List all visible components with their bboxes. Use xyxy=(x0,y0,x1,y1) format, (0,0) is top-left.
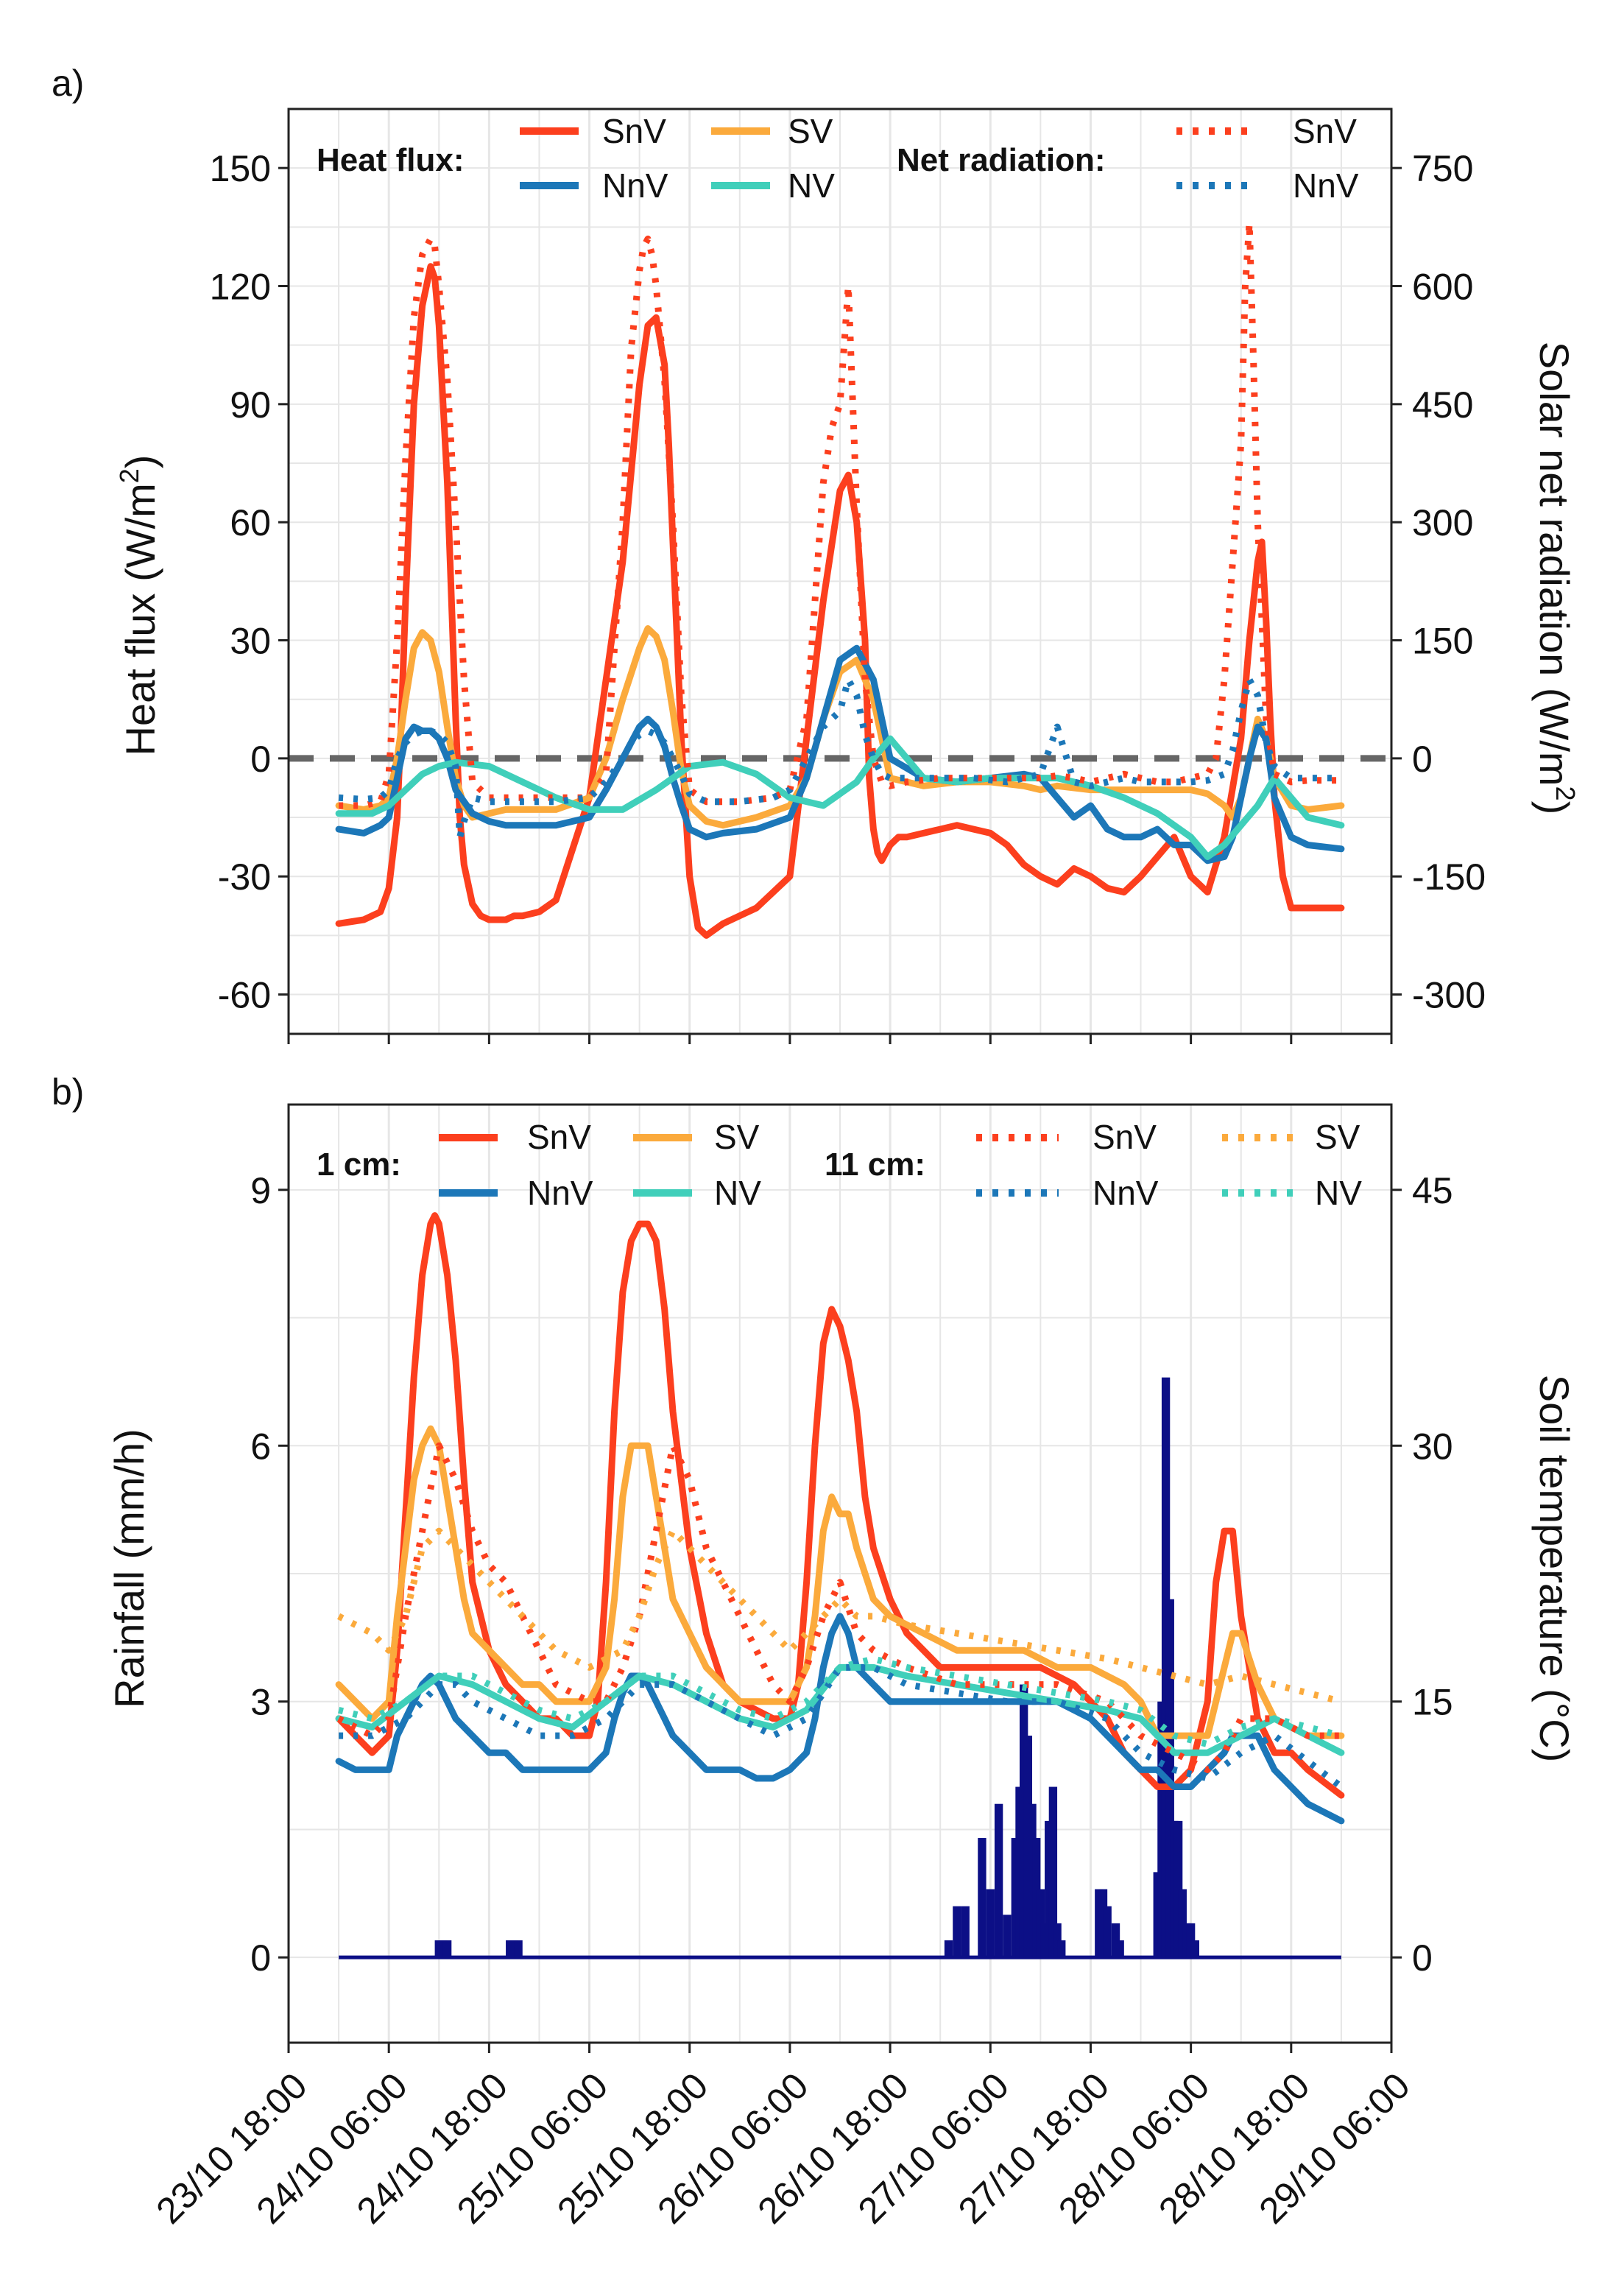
series-line-nv-heat-flux xyxy=(335,735,1345,860)
legend-label-snv: SnV xyxy=(602,112,666,150)
y2-tick-label: 450 xyxy=(1412,384,1473,426)
y-tick-label: 120 xyxy=(210,267,271,308)
y2-tick-label: 45 xyxy=(1412,1170,1453,1211)
rainfall-bar xyxy=(1057,1940,1066,1958)
y2-tick-label: 750 xyxy=(1412,148,1473,189)
legend-label-nv: NV xyxy=(788,166,835,205)
y2-tick-label: 150 xyxy=(1412,621,1473,662)
series-line-sv-11-cm xyxy=(337,1527,1343,1705)
legend-label-1cm-nv: NV xyxy=(714,1174,761,1212)
series-line-nnv-net-radiation xyxy=(338,676,1341,841)
y2-tick-label: 300 xyxy=(1412,502,1473,543)
y-tick-label: 6 xyxy=(250,1426,271,1467)
legend-11cm-title: 11 cm: xyxy=(825,1147,925,1183)
panel-a-legend: Heat flux: SnV SV NnV NV Net radiation: … xyxy=(317,112,1359,205)
rainfall-bar xyxy=(994,1803,1003,1958)
rainfall-bar xyxy=(1048,1786,1058,1958)
series-line-snv-11-cm xyxy=(337,1442,1341,1773)
rainfall-bar xyxy=(978,1838,986,1958)
legend-label-nnv: NnV xyxy=(602,166,668,205)
panel-a-y2label: Solar net radiation (W/m2) xyxy=(1531,342,1581,814)
legend-label-1cm-sv: SV xyxy=(714,1118,760,1156)
series-line-nnv-11-cm xyxy=(339,1663,1344,1790)
y-tick-label: -60 xyxy=(218,975,271,1016)
rainfall-bar xyxy=(1023,1736,1033,1958)
rainfall-bar xyxy=(442,1940,452,1958)
legend-heat-title: Heat flux: xyxy=(317,142,464,178)
series-line-snv-net-radiation xyxy=(339,219,1341,809)
legend-label-sv: SV xyxy=(788,112,833,150)
legend-label-1cm-nnv: NnV xyxy=(527,1174,593,1212)
panel-b-ylabel: Rainfall (mm/h) xyxy=(106,1429,152,1708)
rainfall-bar xyxy=(514,1940,523,1958)
y-tick-label: 150 xyxy=(210,148,271,189)
y-tick-label: 60 xyxy=(230,502,271,543)
y-tick-label: 0 xyxy=(250,1937,271,1979)
y-tick-label: 3 xyxy=(250,1682,271,1723)
legend-label-1cm-snv: SnV xyxy=(527,1118,591,1156)
legend-label-11cm-snv: SnV xyxy=(1093,1118,1157,1156)
y2-tick-label: 30 xyxy=(1412,1426,1453,1467)
y2-tick-label: 0 xyxy=(1412,739,1433,780)
panel-b-legend: 1 cm: SnV SV NnV NV 11 cm: SnV SV NnV NV xyxy=(317,1118,1362,1212)
rainfall-bar xyxy=(1190,1940,1199,1958)
rainfall-bar xyxy=(1003,1915,1012,1958)
rainfall-bar xyxy=(944,1940,953,1958)
rainfall-bar xyxy=(961,1906,970,1958)
y2-tick-label: -300 xyxy=(1412,975,1486,1016)
rainfall-bar xyxy=(1115,1940,1124,1958)
rainfall-bar xyxy=(1161,1377,1171,1958)
series-line-nnv-1-cm xyxy=(335,1613,1345,1825)
series-line-sv-1-cm xyxy=(335,1425,1345,1739)
legend-label-11cm-sv: SV xyxy=(1315,1118,1360,1156)
y2-tick-label: -150 xyxy=(1412,856,1486,898)
rainfall-bar xyxy=(1011,1838,1020,1958)
plot-frame xyxy=(287,108,1393,1035)
legend-1cm-title: 1 cm: xyxy=(317,1147,401,1183)
y-tick-label: -30 xyxy=(218,856,271,898)
legend-rad-title: Net radiation: xyxy=(897,142,1106,178)
rainfall-bar xyxy=(986,1889,995,1958)
rainfall-bar xyxy=(1103,1906,1112,1958)
y-tick-label: 90 xyxy=(230,384,271,426)
series-line-nv-1-cm xyxy=(335,1663,1345,1756)
panel-a-ylabel: Heat flux (W/m2) xyxy=(114,455,163,756)
legend-label-11cm-nv: NV xyxy=(1315,1174,1362,1212)
panel-a-label: a) xyxy=(52,63,84,104)
series-line-sv-heat-flux xyxy=(335,625,1345,829)
y2-tick-label: 15 xyxy=(1412,1682,1453,1723)
legend-label-rad-snv: SnV xyxy=(1293,112,1357,150)
legend-label-11cm-nnv: NnV xyxy=(1093,1174,1159,1212)
rainfall-bar xyxy=(953,1906,961,1958)
y2-tick-label: 0 xyxy=(1412,1937,1433,1979)
plot-frame xyxy=(287,1103,1393,2044)
series-line-nv-11-cm xyxy=(337,1655,1343,1748)
y-tick-label: 9 xyxy=(250,1170,271,1211)
panel-a-chart: 1501209060300-30-607506004503001500-150-… xyxy=(210,108,1486,1044)
panel-b-label: b) xyxy=(52,1071,84,1113)
legend-label-rad-nnv: NnV xyxy=(1293,166,1359,205)
y-tick-label: 0 xyxy=(250,739,271,780)
y2-tick-label: 600 xyxy=(1412,267,1473,308)
series-line-snv-heat-flux xyxy=(335,263,1345,939)
panel-b-y2label: Soil temperature (°C) xyxy=(1531,1375,1578,1763)
y-tick-label: 30 xyxy=(230,621,271,662)
